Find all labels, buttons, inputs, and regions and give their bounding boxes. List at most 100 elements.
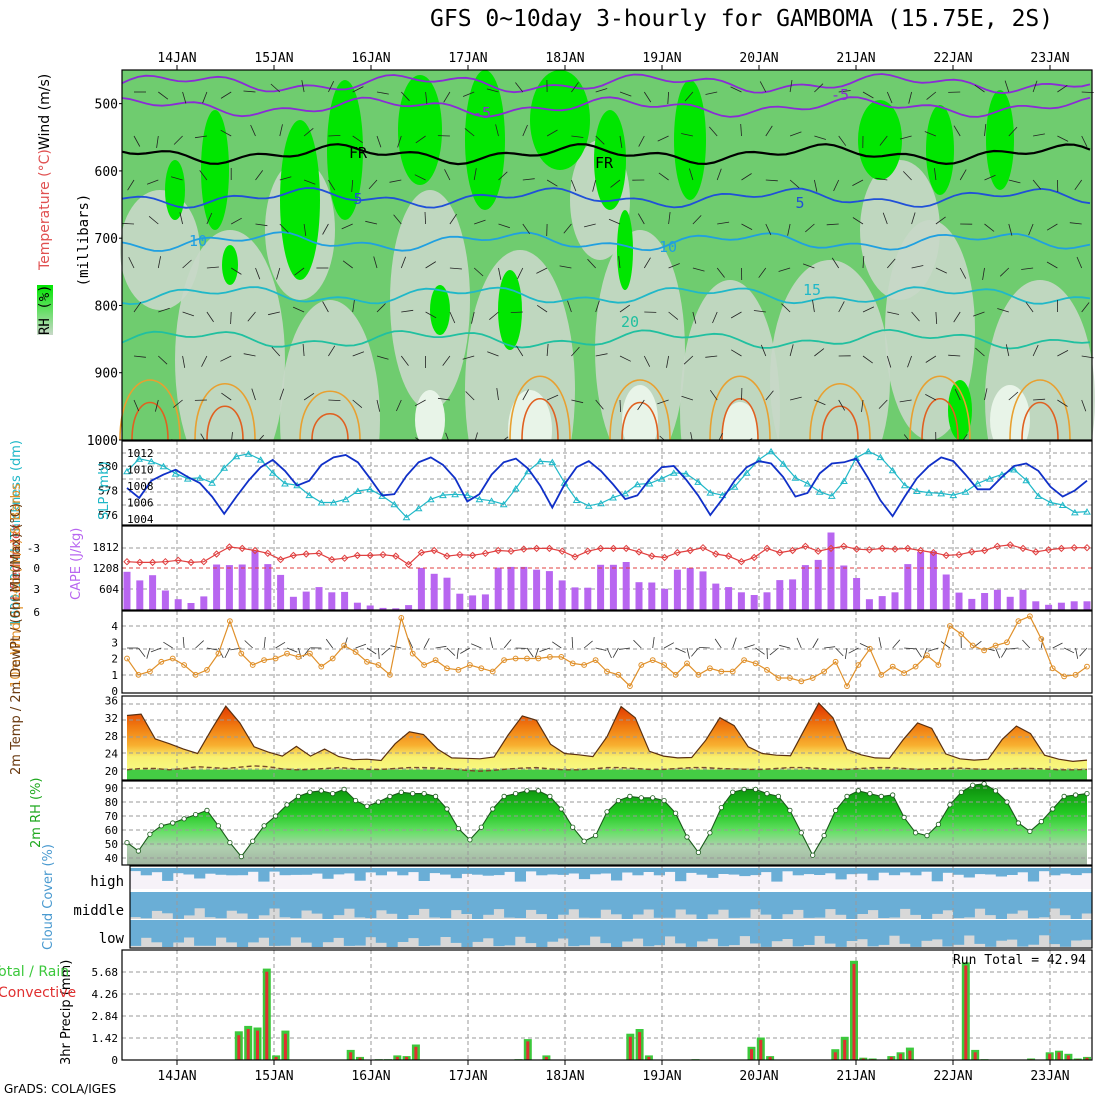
- lifted-index-marker: [123, 557, 131, 566]
- cloud-bar: [963, 892, 975, 918]
- cloud-bar: [1027, 892, 1040, 919]
- cape-bar: [584, 587, 592, 610]
- wind-barb: [221, 392, 232, 401]
- surface-wind-barb: [286, 647, 298, 653]
- wind-speed-marker: [924, 652, 930, 659]
- cloud-bar: [846, 892, 858, 919]
- wind-barb: [158, 91, 169, 100]
- lifted-index-marker: [276, 555, 285, 564]
- cloud-bar: [675, 892, 687, 910]
- cloud-bar: [835, 920, 847, 947]
- lifted-index-marker: [891, 545, 899, 553]
- wind-speed-marker: [421, 662, 428, 668]
- wind-speed-marker: [215, 650, 222, 657]
- cloud-bar: [1038, 920, 1050, 936]
- wind-barb: [805, 223, 815, 233]
- wind-speed-marker: [398, 615, 405, 621]
- warm-contour: [1009, 379, 1071, 441]
- cloud-bar: [782, 920, 794, 939]
- wind-barb: [365, 220, 378, 225]
- wind-barb: [546, 343, 549, 357]
- wind-speed-marker: [569, 660, 576, 667]
- cloud-bar: [557, 892, 569, 915]
- wind-barb: [833, 179, 840, 192]
- cloud-bar: [1038, 868, 1050, 872]
- surface-wind-barb: [878, 637, 882, 649]
- rh2m-marker: [227, 839, 233, 846]
- rh2m-marker: [741, 786, 747, 793]
- wind-barb: [546, 179, 558, 187]
- lifted-index-marker: [622, 544, 630, 553]
- cloud-bar: [814, 868, 826, 875]
- surface-wind-barb: [633, 639, 642, 649]
- precip-convective-bar: [1085, 1057, 1089, 1060]
- wind-barb: [741, 223, 753, 230]
- precip-convective-bar: [843, 1039, 847, 1060]
- rh2m-marker: [158, 823, 164, 829]
- cape-bar: [929, 551, 937, 610]
- cloud-bar: [803, 920, 815, 945]
- cloud-bar: [525, 892, 537, 910]
- cloud-bar: [140, 868, 152, 876]
- cloud-bar: [247, 892, 259, 919]
- cloud-bar: [215, 868, 227, 875]
- cloud-bar: [578, 920, 591, 946]
- cloud-bar: [974, 892, 986, 909]
- cape-bar: [904, 564, 912, 610]
- surface-wind-barb: [892, 639, 901, 649]
- wind-barb: [924, 131, 937, 137]
- wind-speed-marker: [889, 663, 896, 670]
- cloud-bar: [429, 892, 441, 918]
- precip-tick-label: 0: [111, 1054, 118, 1067]
- lifted-index-marker: [571, 553, 579, 561]
- rh2m-axis-label: 2m RH (%): [29, 777, 44, 848]
- rh2m-marker: [432, 793, 439, 800]
- cloud-bar: [578, 868, 591, 880]
- rh2m-marker: [341, 786, 347, 793]
- wind-barb: [862, 91, 874, 99]
- lifted-index-marker: [878, 544, 886, 553]
- wind-barb: [158, 307, 170, 313]
- pressure-tick-label: 600: [95, 165, 118, 180]
- surface-wind-barb: [796, 637, 802, 649]
- cloud-bar: [878, 868, 890, 873]
- wind-barb: [495, 124, 499, 137]
- isotherm-line: [121, 328, 1091, 350]
- lifted-index-marker: [699, 543, 707, 552]
- wind-barb: [133, 355, 146, 358]
- lifted-index-marker: [481, 549, 490, 558]
- wind-barb: [852, 217, 864, 225]
- rh-high-patch: [465, 70, 505, 210]
- wind-barb: [158, 355, 168, 365]
- cloud-bar: [504, 892, 516, 918]
- slp-marker: [232, 452, 241, 460]
- wind-speed-marker: [249, 662, 256, 668]
- slp-marker: [584, 502, 593, 509]
- wind-speed-marker: [124, 655, 130, 662]
- rh2m-marker: [775, 793, 782, 800]
- wind-tick-label: 0: [111, 685, 118, 698]
- wind-speed-marker: [227, 618, 233, 624]
- cloud-bar: [963, 868, 975, 878]
- pressure-tick-label: 900: [95, 367, 118, 382]
- slp-marker: [742, 469, 751, 476]
- wind-speed-marker: [935, 662, 942, 668]
- wind-barb: [643, 91, 652, 103]
- cloud-bar: [311, 868, 323, 874]
- surface-wind-barb: [146, 647, 151, 659]
- cloud-bar: [450, 868, 462, 879]
- precip-convective-bar: [973, 1052, 977, 1060]
- cloud-bar: [1027, 920, 1040, 945]
- cloud-bar: [568, 892, 580, 910]
- wind-barb: [1005, 344, 1010, 357]
- cloud-bar: [397, 892, 409, 919]
- rh-high-patch: [594, 110, 626, 210]
- slp-marker: [949, 491, 958, 499]
- surface-wind-barb: [1022, 639, 1031, 649]
- warm-contour: [909, 375, 971, 441]
- wind-barb: [464, 128, 475, 137]
- surface-wind-barb: [915, 647, 922, 658]
- wind-barb: [1008, 126, 1018, 137]
- lifted-index-marker: [955, 550, 963, 559]
- wind-barb: [201, 355, 208, 367]
